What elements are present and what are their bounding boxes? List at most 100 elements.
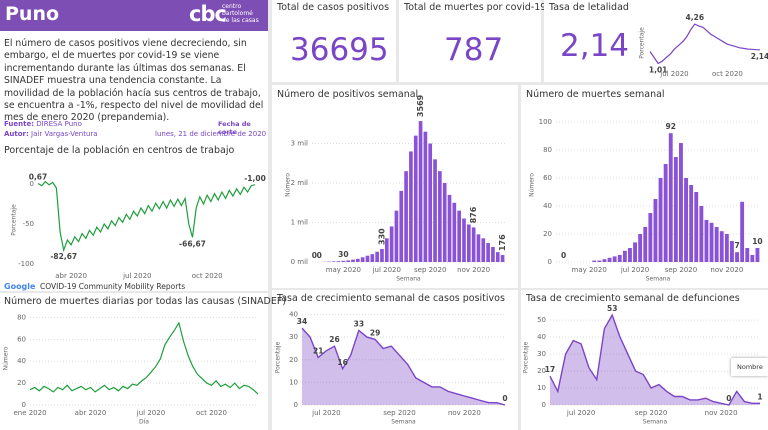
- bar: [365, 255, 370, 262]
- bar: [331, 261, 336, 262]
- y-tick-label: 30: [289, 333, 298, 341]
- x-tick-label: jul 2020: [311, 409, 340, 417]
- x-tick-label: jul 2020: [136, 409, 165, 417]
- bar: [351, 259, 355, 262]
- y-tick-label: 1 mil: [291, 219, 308, 227]
- kpi-value: 2,14: [560, 28, 630, 64]
- y-tick-label: 40: [289, 311, 298, 319]
- data-label: 876: [469, 206, 478, 223]
- bar: [735, 252, 739, 262]
- bar: [476, 234, 481, 262]
- bar: [679, 143, 683, 262]
- kpi-value: 36695: [290, 32, 389, 68]
- chart-card: Google COVID-19 Community Mobility Repor…: [0, 142, 268, 291]
- chart-card: [521, 290, 768, 430]
- x-tick-label: jul 2020: [566, 409, 595, 417]
- bar: [694, 192, 699, 262]
- data-label: 7: [734, 241, 739, 250]
- bar: [471, 227, 476, 262]
- bar: [668, 133, 673, 262]
- kpi-title: Total de muertes por covid-19: [404, 2, 547, 13]
- chart-title: Tasa de crecimiento semanal de defuncion…: [526, 293, 740, 304]
- bar: [745, 248, 750, 262]
- x-tick-label: may 2020: [572, 266, 607, 274]
- y-tick-label: 10: [289, 378, 298, 386]
- data-label: 21: [313, 347, 323, 356]
- x-tick-label: nov 2020: [448, 409, 481, 417]
- x-axis-label: Semana: [391, 419, 416, 426]
- y-axis-label: Porcentaje: [275, 341, 282, 373]
- data-label: 0: [561, 251, 566, 260]
- author-line: Autor: Jair Vargas-Ventura: [4, 130, 98, 138]
- chart-title: Número de muertes semanal: [526, 89, 665, 100]
- bar: [486, 243, 490, 262]
- y-tick-label: 60: [17, 335, 26, 343]
- kpi-card: Total de muertes por covid-19 787: [399, 0, 546, 82]
- y-tick-label: 80: [543, 146, 552, 154]
- data-label: 1,01: [649, 65, 668, 74]
- x-tick-label: sep 2020: [383, 409, 415, 417]
- bar: [442, 183, 447, 262]
- bar: [360, 257, 365, 262]
- bar: [452, 202, 457, 262]
- chart-title: Número de muertes diarias por todas las …: [4, 296, 287, 307]
- bar: [653, 199, 658, 262]
- bar: [658, 178, 663, 262]
- y-axis-label: Porcentaje: [523, 341, 530, 373]
- y-tick-label: 0: [548, 258, 552, 266]
- bar: [592, 260, 597, 262]
- y-axis-label: Número: [529, 173, 536, 197]
- bar: [389, 226, 394, 262]
- x-tick-label: jul 2020: [659, 70, 688, 78]
- bar: [462, 218, 466, 262]
- bar: [346, 260, 351, 262]
- y-axis-label: Porcentaje: [639, 27, 646, 59]
- x-axis-label: Semana: [396, 276, 421, 283]
- bar: [673, 157, 678, 262]
- data-label: 3569: [416, 94, 425, 117]
- bar: [724, 234, 729, 262]
- y-tick-label: -50: [23, 220, 34, 228]
- area: [302, 328, 505, 405]
- autor: Jair Vargas-Ventura: [31, 130, 98, 138]
- bar: [617, 255, 622, 262]
- line: [549, 313, 760, 406]
- fuente-label: Fuente:: [4, 120, 35, 128]
- tooltip: Nombre: [731, 358, 768, 376]
- bar: [375, 251, 379, 262]
- y-tick-label: 40: [543, 202, 552, 210]
- bar: [433, 159, 437, 262]
- data-label: -66,67: [179, 239, 206, 248]
- x-axis-label: Semana: [646, 276, 671, 283]
- data-label: 176: [498, 234, 507, 251]
- data-label: 34: [297, 317, 307, 326]
- line: [649, 23, 761, 65]
- y-tick-label: 3 mil: [291, 140, 308, 148]
- bar: [689, 185, 694, 262]
- x-tick-label: jul 2020: [372, 266, 401, 274]
- summary-card: Puno cbc centro bartolomé de las casas E…: [0, 0, 268, 145]
- x-tick-label: may 2020: [326, 266, 361, 274]
- bar: [438, 171, 442, 262]
- bar: [481, 238, 486, 262]
- logo-line: bartolomé: [222, 10, 253, 17]
- y-tick-label: -100: [18, 260, 34, 268]
- bar: [495, 252, 500, 262]
- x-tick-label: abr 2020: [75, 409, 107, 417]
- bar: [643, 227, 648, 262]
- data-label: 92: [666, 122, 676, 131]
- x-tick-label: sep 2020: [414, 266, 446, 274]
- bar: [336, 261, 341, 262]
- x-tick-label: nov 2020: [705, 409, 738, 417]
- bar: [413, 135, 418, 262]
- bar: [628, 248, 632, 262]
- data-label: 30: [338, 250, 348, 259]
- header-title: Puno: [5, 3, 60, 25]
- x-tick-label: oct 2020: [196, 409, 227, 417]
- bar: [341, 260, 346, 262]
- chart-title: Tasa de letalidad: [549, 2, 629, 13]
- chart-card: [0, 293, 268, 430]
- bar: [602, 259, 607, 262]
- x-tick-label: ene 2020: [13, 409, 46, 417]
- area: [550, 315, 760, 405]
